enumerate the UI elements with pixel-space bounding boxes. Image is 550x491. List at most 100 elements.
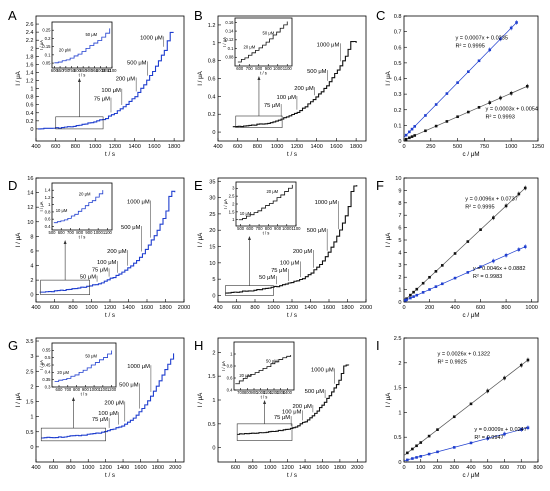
x-tick-label: 0 xyxy=(402,144,405,150)
y-tick-label: 0.3 xyxy=(394,92,402,98)
addition-label: 100 μM xyxy=(101,88,121,94)
addition-label: 75 μM xyxy=(274,415,290,421)
fit-r-squared: R² = 0.9995 xyxy=(465,204,494,210)
inset-y-label: I / μA xyxy=(223,199,228,209)
inset-x-tick-label: 750 xyxy=(68,68,76,73)
y-tick-label: 0.5 xyxy=(394,61,402,67)
inset-x-tick-label: 600 xyxy=(51,68,59,73)
inset-background xyxy=(234,342,294,390)
inset-concentration-label: 50 μM xyxy=(263,31,275,36)
data-point xyxy=(415,293,419,297)
y-tick-label: 4 xyxy=(398,250,401,256)
panel-letter: A xyxy=(8,8,17,23)
x-tick-label: 1800 xyxy=(350,144,362,150)
inset-y-tick-label: 0.8 xyxy=(227,363,233,368)
inset-y-tick-label: 0.35 xyxy=(42,377,51,382)
x-tick-label: 1250 xyxy=(532,144,544,150)
addition-label: 500 μM xyxy=(307,69,327,75)
addition-label: 500 μM xyxy=(127,60,147,66)
data-point xyxy=(419,441,423,444)
panel-letter: G xyxy=(8,338,18,353)
inset-connector-arrow xyxy=(63,240,67,244)
y-tick-label: 1.5 xyxy=(26,400,34,406)
inset-x-tick-label: 600 xyxy=(246,226,254,231)
addition-label: 1000 μM xyxy=(127,364,150,370)
inset-trace xyxy=(54,28,111,64)
inset-x-tick-label: 1000 xyxy=(89,387,99,392)
fit-equation: y = 0.0026x + 0.1322 xyxy=(438,351,491,357)
inset-x-tick-label: 900 xyxy=(82,387,90,392)
addition-label: 50 μM xyxy=(259,275,275,281)
y-tick-label: 2.5 xyxy=(26,369,34,375)
x-tick-label: 1000 xyxy=(82,465,94,471)
x-tick-label: 1200 xyxy=(99,465,111,471)
addition-label: 200 μM xyxy=(104,401,124,407)
inset-y-tick-label: 0.14 xyxy=(225,28,234,33)
x-tick-label: 1000 xyxy=(89,144,101,150)
x-tick-label: 1200 xyxy=(291,144,303,150)
inset-x-tick-label: 1000 xyxy=(256,390,266,395)
data-point xyxy=(466,271,470,274)
y-tick-label: 4 xyxy=(30,264,33,270)
data-point xyxy=(409,293,412,297)
inset-x-tick-label: 700 xyxy=(237,390,245,395)
y-tick-label: 0 xyxy=(212,446,215,452)
y-tick-label: 0.5 xyxy=(394,435,402,441)
data-point xyxy=(477,106,481,109)
data-point xyxy=(412,295,415,298)
data-point xyxy=(492,259,495,263)
inset-x-tick-label: 900 xyxy=(251,390,259,395)
addition-label: 500 μM xyxy=(307,228,327,234)
current-trace xyxy=(41,353,175,439)
y-tick-label: 2 xyxy=(398,275,401,281)
y-tick-label: 1.5 xyxy=(394,386,402,392)
x-tick-label: 1000 xyxy=(85,305,97,311)
inset-concentration-label: 50 μM xyxy=(266,358,278,363)
data-point xyxy=(415,287,419,291)
y-tick-label: 10 xyxy=(209,261,215,267)
inset-trace xyxy=(237,21,288,63)
inset-x-label: t / s xyxy=(81,392,88,397)
y-tick-label: 10 xyxy=(395,176,401,182)
inset-x-tick-label: 1100 xyxy=(283,66,293,71)
inset-x-label: t / s xyxy=(79,73,86,78)
inset-y-tick-label: 1.2 xyxy=(45,195,51,200)
y-tick-label: 0 xyxy=(398,300,401,306)
data-point xyxy=(469,441,473,445)
inset-trace xyxy=(238,184,293,221)
inset-y-tick-label: 1 xyxy=(48,202,51,207)
inset-connector-arrow xyxy=(263,400,267,404)
data-point xyxy=(499,37,502,41)
panel-letter: E xyxy=(194,178,203,193)
data-point xyxy=(517,248,521,251)
inset-x-tick-label: 600 xyxy=(58,230,66,235)
data-point xyxy=(410,127,414,131)
y-tick-label: 2.6 xyxy=(26,22,34,28)
inset-background xyxy=(235,18,292,66)
inset-x-label: t / s xyxy=(79,235,86,240)
inset-x-tick-label: 500 xyxy=(49,230,57,235)
inset-x-tick-label: 1100 xyxy=(291,226,301,231)
inset-y-tick-label: 0.05 xyxy=(42,60,51,65)
inset-y-tick-label: 0.25 xyxy=(42,28,51,33)
y-tick-label: 0.8 xyxy=(394,14,402,20)
y-tick-label: 0.6 xyxy=(26,103,34,109)
fit-equation: y = 0.0046x + 0.0882 xyxy=(473,266,526,272)
x-tick-label: 1600 xyxy=(141,305,153,311)
y-tick-label: 1 xyxy=(212,398,215,404)
inset-x-tick-label: 950 xyxy=(91,68,99,73)
data-point xyxy=(419,455,423,458)
x-tick-label: 1600 xyxy=(134,465,146,471)
inset-x-tick-label: 650 xyxy=(57,68,65,73)
fit-equation: y = 0.0007x + 0.0235 xyxy=(455,35,508,41)
addition-label: 1000 μM xyxy=(140,35,163,41)
x-tick-label: 1800 xyxy=(334,465,346,471)
inset-y-label: I / μA xyxy=(39,40,44,50)
x-tick-label: 600 xyxy=(500,465,509,471)
data-point xyxy=(499,96,502,100)
data-point xyxy=(477,59,481,63)
x-tick-label: 500 xyxy=(483,465,492,471)
data-point xyxy=(406,451,409,455)
